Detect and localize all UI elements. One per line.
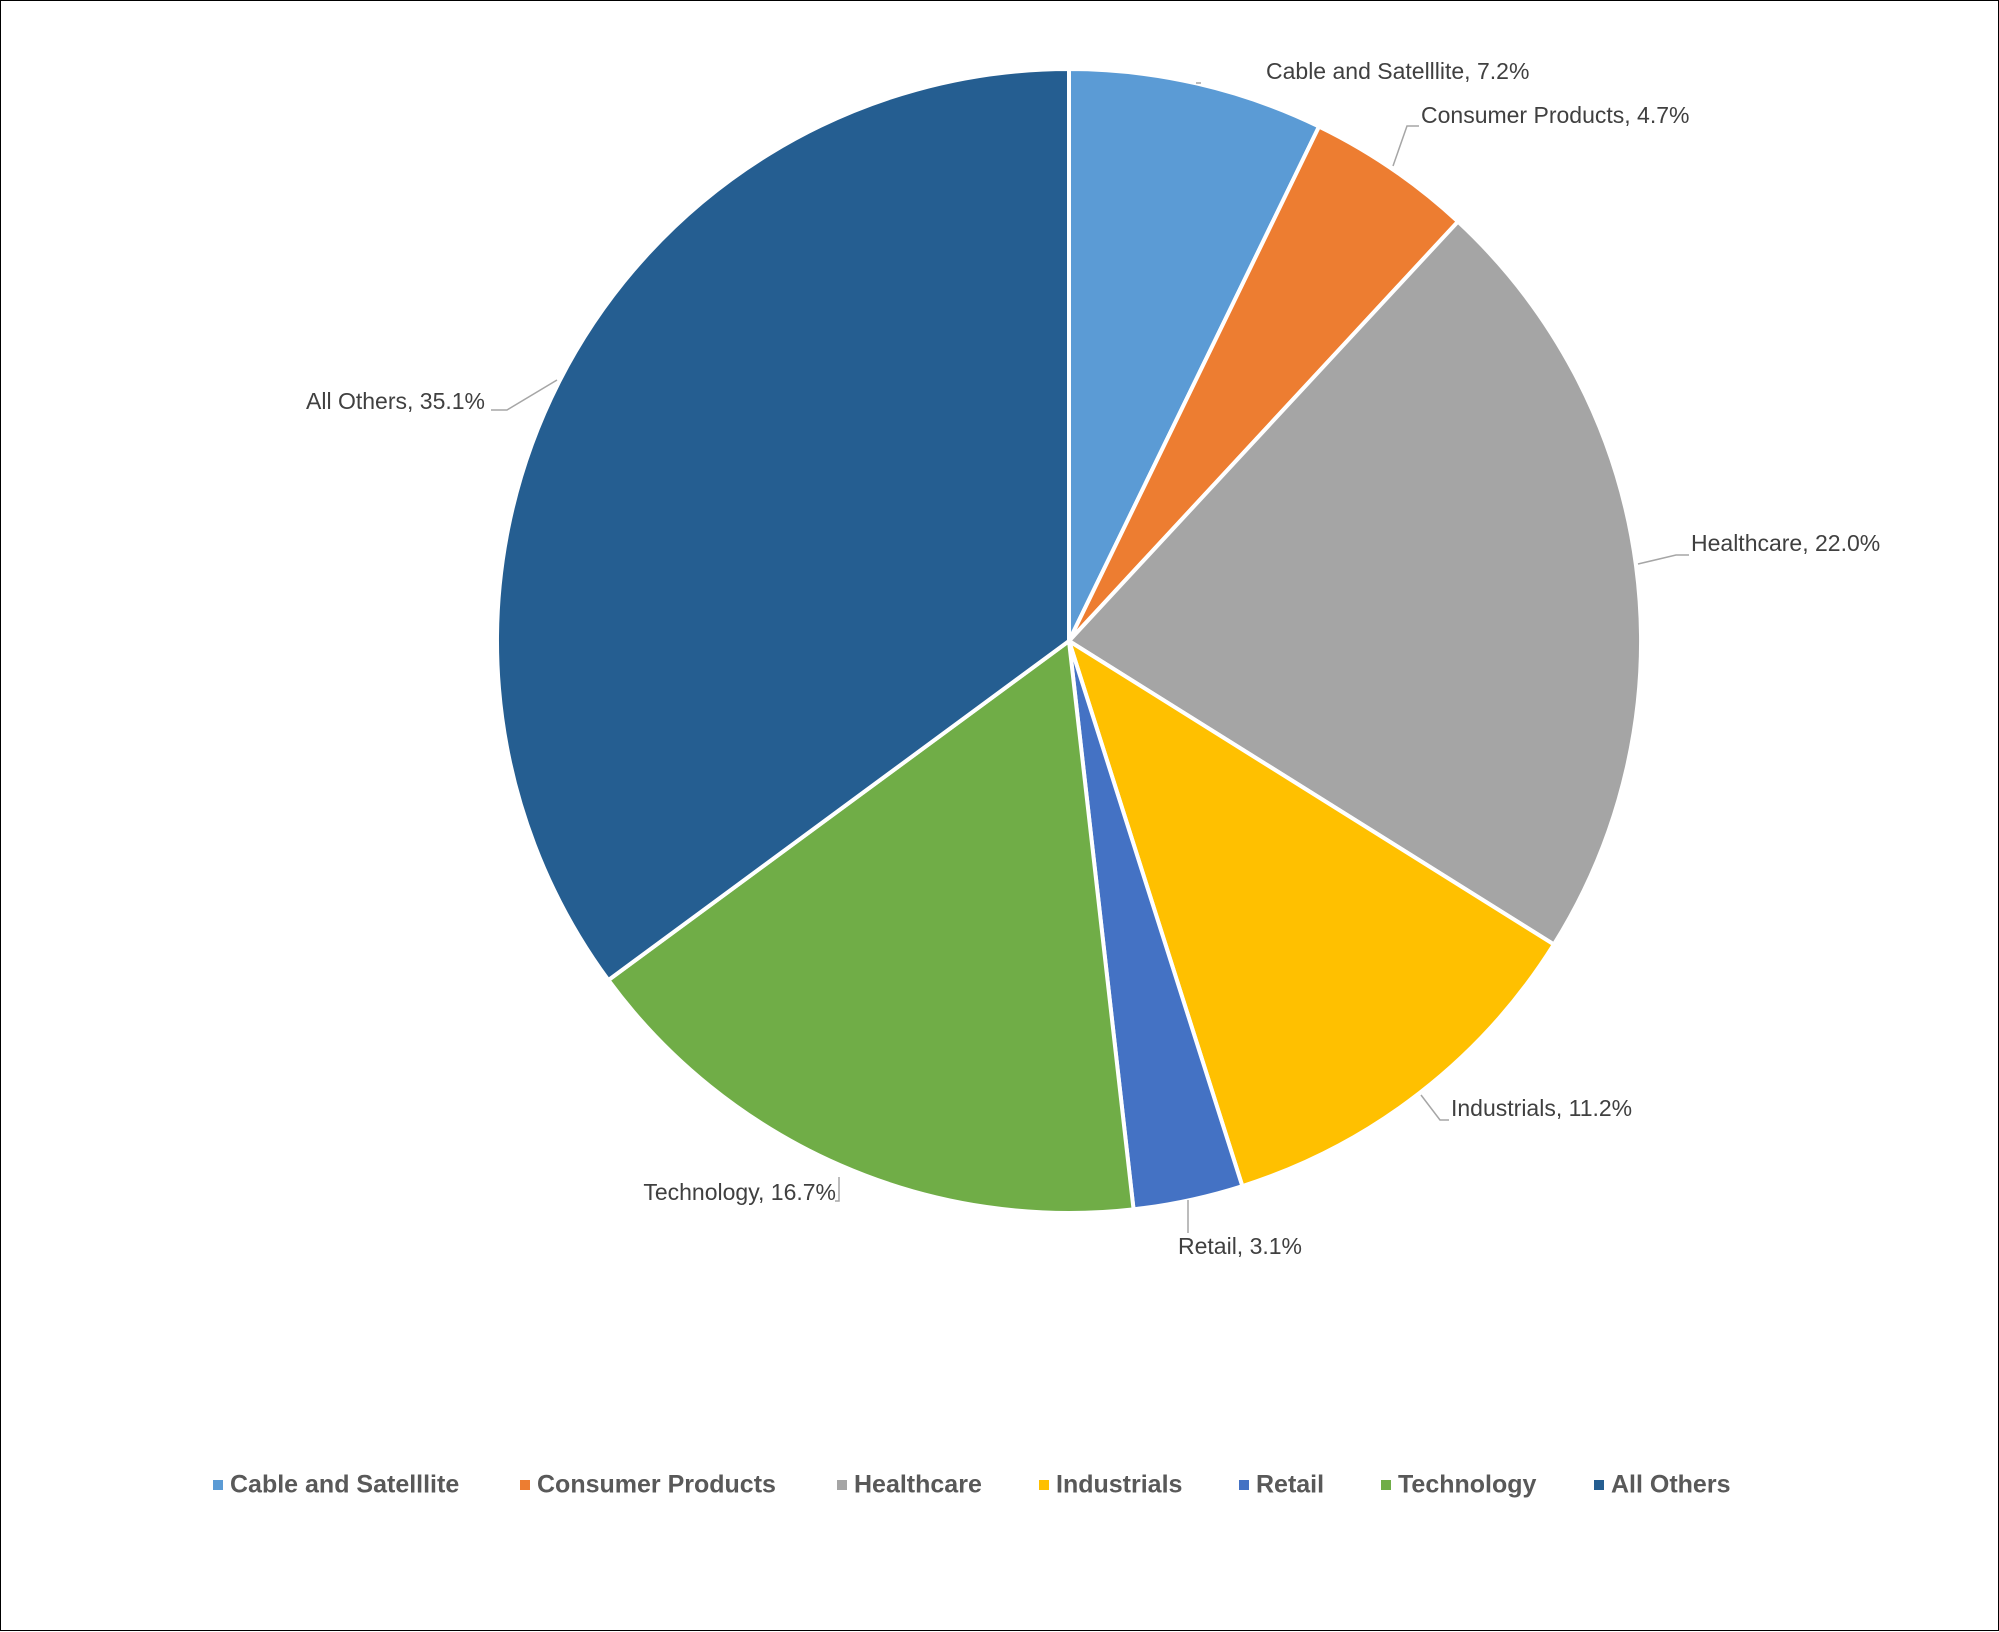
leader-line [491,379,558,411]
data-label: All Others, 35.1% [306,388,485,414]
leader-line [1420,1094,1449,1121]
legend-item: Consumer Products [520,1471,776,1499]
data-label: Cable and Satelllite, 7.2% [1266,58,1529,84]
leader-line [1637,554,1689,565]
legend-item: Healthcare [837,1471,982,1499]
legend-item: Technology [1381,1471,1537,1499]
data-label: Industrials, 11.2% [1451,1095,1632,1121]
legend-swatch [213,1480,223,1490]
legend-swatch [1381,1480,1391,1490]
legend-item: Cable and Satelllite [213,1471,459,1499]
legend-item: All Others [1594,1471,1730,1499]
legend-label: Cable and Satelllite [230,1471,459,1499]
legend-label: Industrials [1056,1471,1182,1499]
pie-slice-industrials [1067,639,1556,1189]
data-label: Consumer Products, 4.7% [1421,102,1689,128]
leader-line [1392,125,1419,167]
data-label: Technology, 16.7% [643,1179,836,1205]
data-label: Healthcare, 22.0% [1691,530,1880,556]
legend-item: Industrials [1039,1471,1182,1499]
legend-label: Healthcare [854,1471,982,1499]
leader-line [835,1177,840,1202]
legend-swatch [1039,1480,1049,1490]
legend-swatch [837,1480,847,1490]
legend-swatch [520,1480,530,1490]
legend-item: Retail [1239,1471,1324,1499]
legend-swatch [1594,1480,1604,1490]
pie-slice-healthcare [1067,219,1643,947]
legend-swatch [1239,1480,1249,1490]
pie-slice-all-others [495,67,1071,983]
legend-label: Consumer Products [537,1471,776,1499]
pie-slice-technology [606,639,1136,1215]
pie-slice-consumer-products [1067,124,1460,643]
legend-label: Retail [1256,1471,1324,1499]
data-label: Retail, 3.1% [1178,1233,1302,1259]
legend-label: All Others [1611,1471,1730,1499]
legend-label: Technology [1398,1471,1537,1499]
legend: Cable and Satelllite Consumer Products Hea… [213,1471,1730,1499]
